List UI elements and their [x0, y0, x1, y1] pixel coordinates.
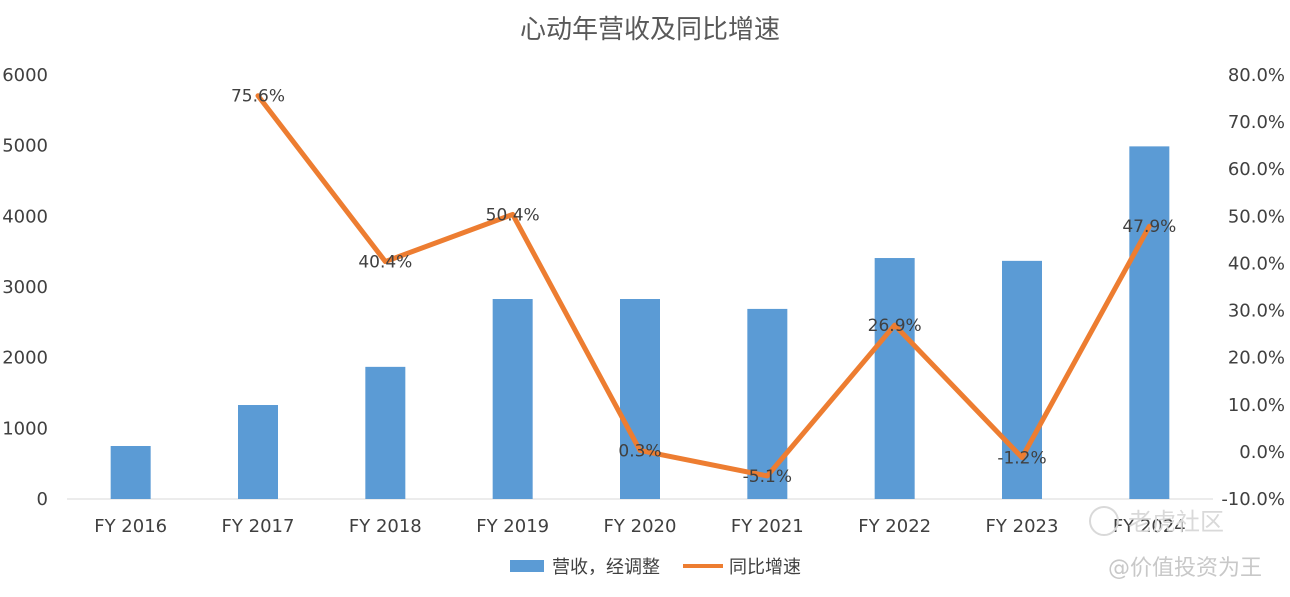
x-tick-label: FY 2017 — [222, 516, 295, 537]
line-series — [255, 93, 1152, 479]
watermark: 老虎社区 @价值投资为王 — [1089, 506, 1262, 581]
legend: 营收，经调整 同比增速 — [510, 557, 801, 578]
data-label: -1.2% — [997, 449, 1046, 469]
data-label: 26.9% — [868, 316, 922, 336]
right-tick-label: 70.0% — [1228, 112, 1285, 133]
x-tick-label: FY 2023 — [986, 516, 1059, 537]
bar — [238, 405, 278, 499]
right-tick-label: 10.0% — [1228, 395, 1285, 416]
x-tick-label: FY 2016 — [94, 516, 167, 537]
x-tick-label: FY 2021 — [731, 516, 804, 537]
data-label: 0.3% — [618, 441, 661, 461]
right-tick-label: -10.0% — [1221, 489, 1285, 510]
x-axis-ticks: FY 2016 FY 2017 FY 2018 FY 2019 FY 2020 FY 20… — [94, 516, 1186, 537]
bar — [874, 258, 915, 499]
bar — [492, 299, 533, 499]
left-axis-ticks: 0 1000 2000 3000 4000 5000 6000 — [2, 65, 48, 510]
watermark-author: @价值投资为王 — [1108, 556, 1262, 581]
data-labels: 75.6% 40.4% 50.4% 0.3% -5.1% 26.9% -1.2% 47.9% — [231, 87, 1176, 487]
right-tick-label: 60.0% — [1228, 159, 1285, 180]
growth-line — [255, 93, 1152, 479]
data-label: 50.4% — [486, 205, 540, 225]
right-tick-label: 30.0% — [1228, 301, 1285, 322]
left-tick-label: 3000 — [2, 277, 48, 298]
data-label: 40.4% — [358, 253, 412, 273]
right-axis-ticks: -10.0% 0.0% 10.0% 20.0% 30.0% 40.0% 50.0% 60.0%… — [1221, 65, 1285, 510]
x-tick-label: FY 2020 — [604, 516, 677, 537]
data-label: 47.9% — [1122, 217, 1176, 237]
right-tick-label: 50.0% — [1228, 206, 1285, 227]
left-tick-label: 5000 — [2, 136, 48, 157]
right-tick-label: 0.0% — [1239, 442, 1285, 463]
legend-bar-label: 营收，经调整 — [552, 557, 660, 578]
watermark-brand: 老虎社区 — [1128, 508, 1224, 536]
legend-line-label: 同比增速 — [729, 557, 801, 578]
legend-bar-swatch — [510, 560, 544, 572]
x-tick-label: FY 2024 — [1113, 516, 1186, 537]
bar-series — [110, 146, 1170, 499]
right-tick-label: 20.0% — [1228, 348, 1285, 369]
x-tick-label: FY 2018 — [349, 516, 422, 537]
right-tick-label: 80.0% — [1228, 65, 1285, 86]
watermark-logo-icon — [1089, 506, 1119, 536]
right-tick-label: 40.0% — [1228, 253, 1285, 274]
left-tick-label: 6000 — [2, 65, 48, 86]
bar — [1129, 146, 1170, 499]
left-tick-label: 1000 — [2, 418, 48, 439]
bar — [365, 366, 406, 499]
x-tick-label: FY 2019 — [476, 516, 549, 537]
bar — [620, 299, 660, 499]
left-tick-label: 0 — [37, 489, 48, 510]
data-label: 75.6% — [231, 87, 285, 107]
data-label: -5.1% — [743, 467, 792, 487]
x-tick-label: FY 2022 — [858, 516, 931, 537]
chart-title: 心动年营收及同比增速 — [520, 15, 780, 45]
bar — [747, 308, 788, 499]
left-tick-label: 4000 — [2, 206, 48, 227]
left-tick-label: 2000 — [2, 348, 48, 369]
bar — [110, 446, 151, 499]
